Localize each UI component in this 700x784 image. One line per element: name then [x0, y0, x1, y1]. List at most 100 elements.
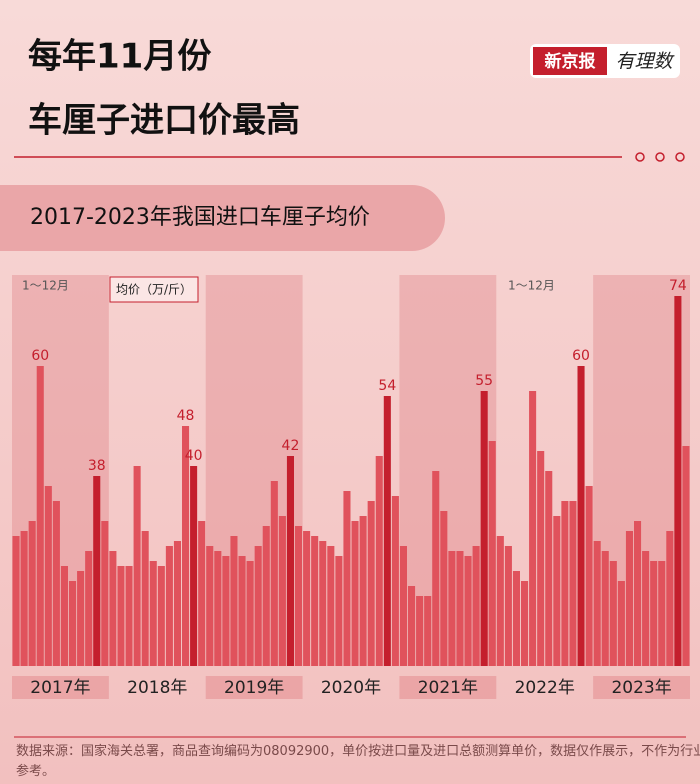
- bar: [254, 546, 262, 666]
- bar: [383, 396, 391, 666]
- bar: [634, 521, 642, 666]
- bar: [666, 531, 674, 666]
- annotation: 1～12月: [22, 279, 69, 293]
- bar: [198, 521, 206, 666]
- bar: [464, 556, 472, 666]
- bar: [561, 501, 569, 666]
- bar: [367, 501, 375, 666]
- data-label: 74: [669, 278, 687, 294]
- bar: [537, 451, 545, 666]
- bar: [609, 561, 617, 666]
- bar: [408, 586, 416, 666]
- year-band: [593, 275, 690, 666]
- bar: [28, 521, 36, 666]
- bar: [270, 481, 278, 666]
- bar: [617, 581, 625, 666]
- bar: [512, 571, 520, 666]
- data-label: 48: [177, 408, 195, 424]
- bar: [52, 501, 60, 666]
- bar: [569, 501, 577, 666]
- bar: [577, 366, 585, 666]
- year-label: 2021年: [418, 678, 478, 698]
- bar: [69, 581, 77, 666]
- bar: [286, 456, 294, 666]
- bar: [504, 546, 512, 666]
- bar: [440, 511, 448, 666]
- bar: [173, 541, 181, 666]
- subtitle-pill: [0, 185, 445, 251]
- unit-box: [109, 276, 199, 303]
- bar: [117, 566, 125, 666]
- chart-title: 2017-2023年我国进口车厘子均价: [30, 205, 370, 230]
- bar: [278, 516, 286, 666]
- bar: [77, 571, 85, 666]
- bar: [335, 556, 343, 666]
- bar: [399, 546, 407, 666]
- bar: [20, 531, 28, 666]
- data-label: 55: [475, 373, 493, 389]
- bar: [230, 536, 238, 666]
- data-label: 38: [88, 458, 106, 474]
- chart: 每年11月份 车厘子进口价最高 新京报 有理数 2017-2023年我国进口车厘…: [0, 37, 690, 738]
- bar: [246, 561, 254, 666]
- dot: [635, 152, 645, 162]
- bar: [642, 551, 650, 666]
- bar: [222, 556, 230, 666]
- bar: [488, 441, 496, 666]
- bar: [480, 391, 488, 666]
- dot: [655, 152, 665, 162]
- bar: [585, 486, 593, 666]
- bar: [12, 536, 20, 666]
- year-label: 2023年: [611, 678, 671, 698]
- bar: [36, 366, 44, 666]
- year-label-box: [205, 676, 303, 699]
- bar: [319, 541, 327, 666]
- bar: [593, 541, 601, 666]
- bar: [109, 551, 117, 666]
- bar: [125, 566, 133, 666]
- data-label: 42: [282, 438, 300, 454]
- bar: [359, 516, 367, 666]
- bar: [303, 531, 311, 666]
- bar: [206, 546, 214, 666]
- bar: [650, 561, 658, 666]
- annotation: 1～12月: [508, 279, 555, 293]
- bar: [625, 531, 633, 666]
- source-note: 数据来源：国家海关总署，商品查询编码为08092900，单价按进口量及进口总额测…: [16, 744, 700, 779]
- bar: [238, 556, 246, 666]
- bar: [157, 566, 165, 666]
- bar: [682, 446, 690, 666]
- logo-text: 有理数: [615, 51, 675, 73]
- bar: [521, 581, 529, 666]
- bar: [85, 551, 93, 666]
- year-band: [399, 275, 497, 666]
- year-label-box: [399, 676, 497, 699]
- bar: [674, 296, 682, 666]
- bar: [182, 426, 190, 666]
- bar: [391, 496, 399, 666]
- year-band: [205, 275, 303, 666]
- data-label: 60: [572, 348, 590, 364]
- bar: [432, 471, 440, 666]
- bar: [214, 551, 222, 666]
- unit-label: 均价（万/斤）: [116, 283, 192, 297]
- bar: [93, 476, 101, 666]
- data-label: 54: [378, 378, 396, 394]
- bar: [529, 391, 537, 666]
- year-label-box: [593, 676, 690, 699]
- title-line: 每年11月份: [28, 37, 211, 77]
- bar: [262, 526, 270, 666]
- bar: [101, 521, 109, 666]
- bar: [133, 466, 141, 666]
- bar: [496, 536, 504, 666]
- bar: [343, 491, 351, 666]
- bar: [149, 561, 157, 666]
- dot: [675, 152, 685, 162]
- year-label: 2017年: [30, 678, 90, 698]
- bar: [658, 561, 666, 666]
- bar: [327, 546, 335, 666]
- bar: [60, 566, 68, 666]
- year-band: [12, 275, 109, 666]
- bar: [190, 466, 198, 666]
